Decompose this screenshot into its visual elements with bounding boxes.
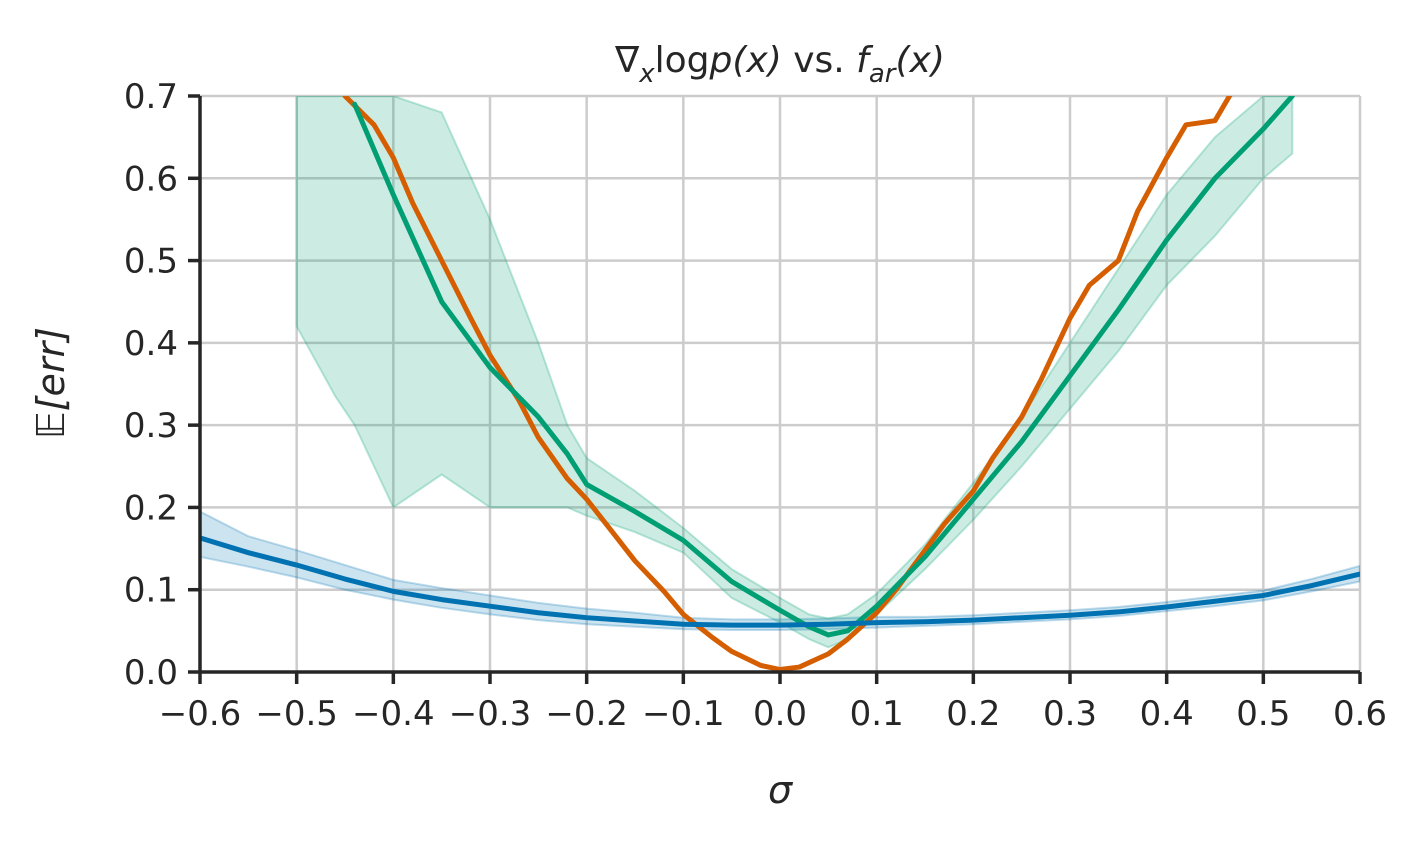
series-lines: [200, 96, 1360, 672]
x-tick-label: 0.5: [1236, 694, 1290, 734]
y-tick-label: 0.0: [124, 653, 178, 693]
x-tick-label: 0.1: [850, 694, 904, 734]
x-tick-label: 0.0: [753, 694, 807, 734]
y-tick-label: 0.3: [124, 406, 178, 446]
x-tick-label: 0.4: [1140, 694, 1194, 734]
x-tick-label: 0.3: [1043, 694, 1097, 734]
orange-series-line: [342, 96, 1233, 672]
x-tick-label: −0.5: [255, 694, 338, 734]
x-tick-label: 0.6: [1333, 694, 1387, 734]
blue-confidence-band: [200, 510, 1360, 632]
y-tick-label: 0.5: [124, 242, 178, 282]
x-tick-label: −0.3: [449, 694, 532, 734]
axis-ticks: −0.6 −0.5 −0.4 −0.3 −0.2 −0.1 0.0 0.1 0.2 0.3 0.4 0…: [124, 77, 1387, 734]
y-axis-label: 𝔼[err]: [29, 327, 73, 439]
y-tick-label: 0.1: [124, 571, 178, 611]
x-axis-label: σ: [768, 768, 794, 812]
chart-title: ∇xlogp(x) vs. far(x): [614, 40, 945, 89]
x-tick-label: −0.4: [352, 694, 435, 734]
y-tick-label: 0.7: [124, 77, 178, 117]
y-tick-label: 0.6: [124, 159, 178, 199]
y-tick-label: 0.4: [124, 324, 178, 364]
green-series-line: [352, 96, 1295, 638]
x-tick-label: −0.1: [642, 694, 725, 734]
x-tick-label: −0.6: [159, 694, 242, 734]
x-tick-label: 0.2: [946, 694, 1000, 734]
y-tick-label: 0.2: [124, 488, 178, 528]
x-tick-label: −0.2: [545, 694, 628, 734]
